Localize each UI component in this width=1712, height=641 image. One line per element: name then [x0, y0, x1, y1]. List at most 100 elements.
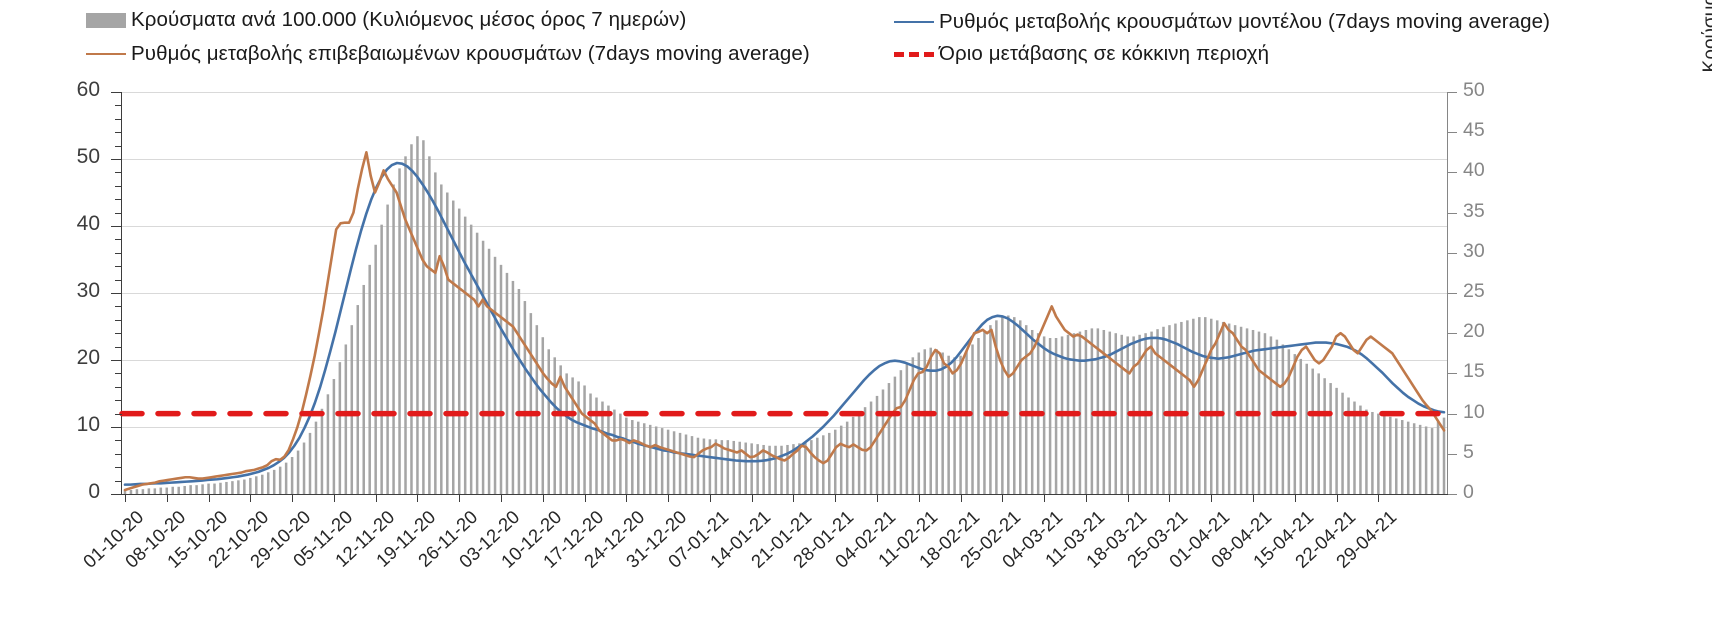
y-axis-right-tick — [1448, 494, 1457, 495]
x-axis-tick — [1294, 494, 1296, 502]
gridline — [122, 92, 1447, 93]
bar — [440, 184, 443, 494]
bar — [690, 436, 694, 494]
y-axis-left-tick — [115, 333, 122, 335]
y-axis-left-tick — [115, 252, 122, 254]
x-axis-tick — [584, 494, 586, 502]
x-axis-tick — [208, 494, 210, 502]
bar — [499, 264, 503, 494]
x-axis-tick — [459, 494, 461, 502]
y-axis-right-label: 40 — [1463, 159, 1485, 182]
bar — [1275, 339, 1279, 494]
y-axis-right-tick — [1448, 212, 1457, 214]
y-axis-left-tick — [111, 92, 122, 93]
y-axis-right-label: 20 — [1463, 320, 1485, 343]
bar — [1263, 333, 1267, 494]
bar — [547, 349, 550, 494]
legend-label-threshold: Όριο μετάβασης σε κόκκινη περιοχή — [939, 42, 1270, 65]
x-axis-tick — [542, 494, 544, 502]
bar — [511, 280, 515, 494]
x-axis-tick — [626, 494, 628, 502]
bar — [374, 244, 377, 494]
bar — [308, 432, 312, 494]
bar — [153, 488, 157, 494]
bar — [422, 140, 425, 495]
y-axis-right-tick — [1448, 373, 1457, 375]
y-axis-left-tick — [111, 427, 122, 428]
x-axis-tick — [417, 494, 419, 502]
y-axis-left-tick — [115, 453, 122, 455]
bar — [905, 363, 909, 494]
y-axis-right-label: 30 — [1463, 239, 1485, 262]
bar — [828, 432, 831, 494]
bar — [529, 313, 533, 494]
bar — [1359, 405, 1362, 494]
bar — [1204, 317, 1207, 494]
y-axis-left-tick — [115, 266, 122, 268]
bar — [654, 426, 658, 494]
bar — [839, 425, 843, 494]
legend-label-confirmed-rate: Ρυθμός μεταβολής επιβεβαιωμένων κρουσμάτ… — [131, 42, 810, 65]
y-axis-left-tick — [115, 172, 122, 174]
bar — [219, 482, 222, 494]
y-axis-left-tick — [115, 467, 122, 469]
bar — [296, 450, 300, 494]
bar — [798, 443, 801, 494]
dashed-line-swatch-icon — [894, 51, 934, 57]
chart-legend: Κρούσματα ανά 100.000 (Κυλιόμενος μέσος … — [0, 0, 1712, 72]
bar — [261, 474, 264, 494]
bar — [1174, 323, 1177, 494]
bar — [1383, 415, 1386, 494]
bar — [708, 439, 712, 494]
y-axis-right-label: 5 — [1463, 440, 1474, 463]
x-axis-tick — [292, 494, 294, 502]
x-axis-tick — [835, 494, 837, 502]
y-axis-left-tick — [111, 293, 122, 294]
bar — [613, 409, 616, 494]
gridline — [122, 226, 1447, 227]
bar — [571, 377, 574, 494]
bar — [1347, 397, 1350, 494]
bar — [1442, 417, 1446, 494]
bar — [953, 357, 956, 494]
x-axis-tick — [793, 494, 795, 502]
gridline — [122, 293, 1447, 294]
y-axis-right-tick — [1448, 252, 1457, 254]
gridline — [122, 159, 1447, 160]
bar — [678, 432, 682, 494]
bar — [243, 479, 246, 494]
legend-item-threshold: Όριο μετάβασης σε κόκκινη περιοχή — [894, 42, 1269, 66]
bar — [517, 288, 521, 494]
y-axis-right-tick — [1448, 132, 1457, 134]
y-axis-left-tick — [115, 145, 122, 147]
bar — [463, 216, 467, 494]
y-axis-right-label: 35 — [1463, 199, 1485, 222]
bar — [631, 420, 634, 494]
bar — [1299, 358, 1303, 494]
bar — [541, 337, 545, 494]
bar — [147, 488, 151, 494]
bar — [266, 472, 270, 494]
bar — [171, 486, 174, 494]
bar — [893, 376, 897, 494]
y-axis-left-label: 60 — [76, 78, 100, 101]
x-axis-tick — [250, 494, 252, 502]
y-axis-left-tick — [115, 105, 122, 107]
bar — [1013, 317, 1016, 494]
bar — [792, 444, 795, 494]
bar — [457, 208, 461, 494]
bar — [249, 477, 252, 494]
bar — [1007, 315, 1010, 494]
x-axis-tick — [1336, 494, 1338, 502]
bar — [189, 485, 192, 494]
bar — [1281, 344, 1285, 494]
bar — [195, 485, 198, 494]
bar — [1424, 426, 1428, 494]
bar — [768, 445, 771, 494]
bar — [428, 156, 431, 494]
bar-swatch-icon — [86, 12, 126, 28]
bar — [583, 385, 586, 494]
bar — [344, 344, 348, 494]
y-axis-right-label: 45 — [1463, 119, 1485, 142]
x-axis-tick — [166, 494, 168, 502]
